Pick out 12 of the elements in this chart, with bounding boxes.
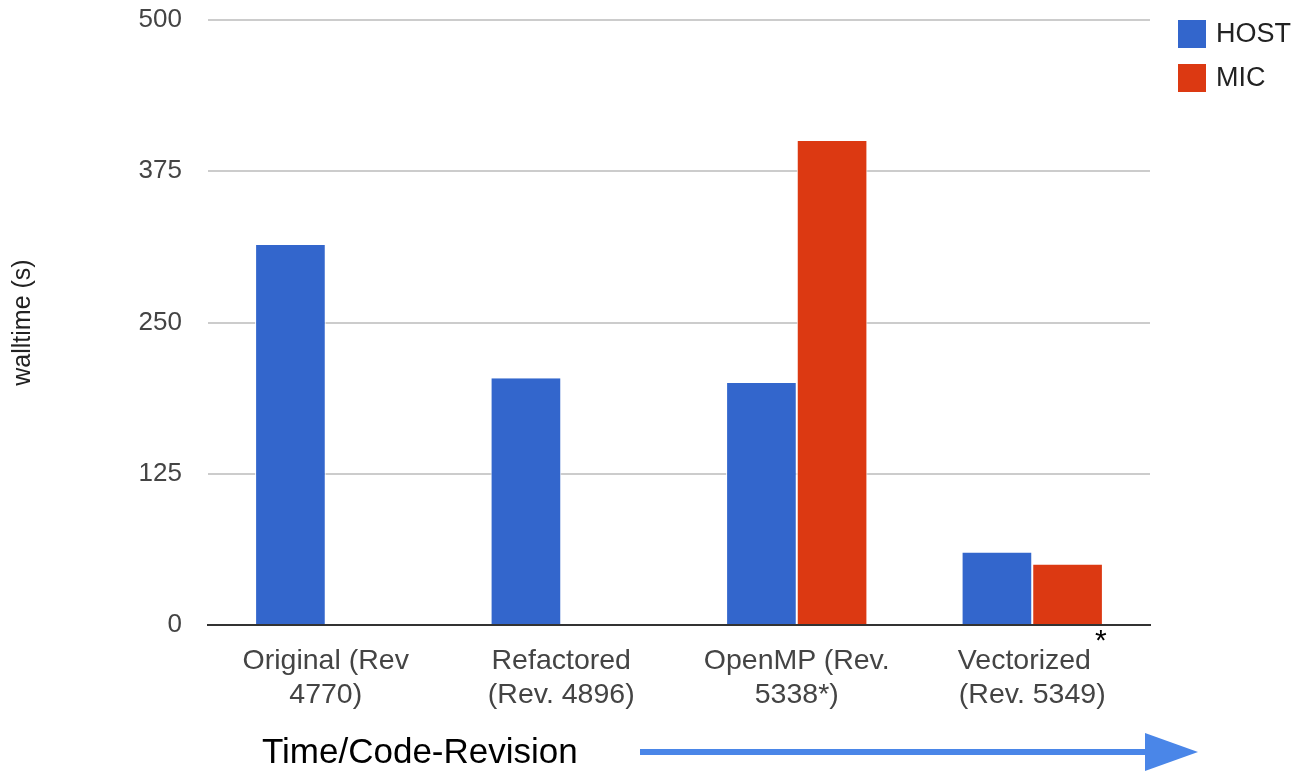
x-axis-title: Time/Code-Revision — [262, 730, 578, 770]
y-tick-label: 500 — [138, 3, 182, 34]
y-axis-title: walltime (s) — [6, 259, 35, 387]
y-tick-label: 375 — [138, 154, 182, 185]
legend-label: MIC — [1216, 62, 1266, 93]
y-tick-label: 125 — [138, 456, 182, 487]
x-tick-label: Refactored (Rev. 4896) — [486, 642, 636, 710]
y-tick-label: 250 — [138, 305, 182, 336]
y-tick-label: 0 — [167, 608, 182, 639]
legend-label: HOST — [1216, 18, 1292, 49]
x-tick-label: OpenMP (Rev. 5338*) — [702, 642, 891, 710]
x-tick-label: Original (Rev 4770) — [241, 642, 410, 710]
